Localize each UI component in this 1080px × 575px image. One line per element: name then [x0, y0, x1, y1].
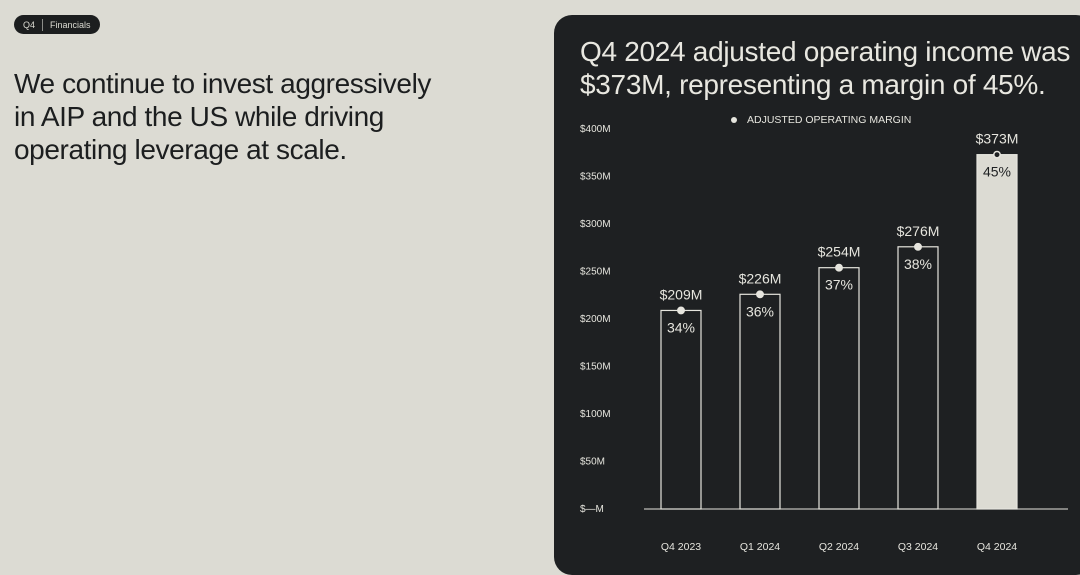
bar-chart: $—M $50M $100M $150M $200M $250M $300M $350M $40…: [580, 124, 1068, 553]
y-tick-label: $50M: [580, 457, 605, 468]
bar-value-label: $276M: [897, 223, 940, 239]
section-badge: Q4 Financials: [14, 15, 100, 34]
badge-section: Financials: [50, 19, 91, 30]
badge-quarter: Q4: [23, 19, 36, 30]
bar-value-label: $209M: [660, 286, 703, 302]
margin-label: 37%: [825, 277, 853, 293]
y-tick-label: $—M: [580, 504, 604, 515]
bar-value-label: $254M: [818, 244, 861, 260]
y-tick-label: $400M: [580, 124, 611, 135]
margin-marker: [677, 306, 685, 315]
chart-legend: ADJUSTED OPERATING MARGIN: [731, 114, 911, 126]
margin-label: 45%: [983, 164, 1011, 180]
margin-marker: [835, 263, 843, 272]
legend-marker: [731, 117, 737, 123]
badge-divider: [42, 18, 44, 31]
bar: [976, 154, 1018, 510]
y-tick-label: $350M: [580, 172, 611, 183]
x-tick-label: Q3 2024: [898, 541, 938, 553]
headline: We continue to invest aggressively in AI…: [14, 68, 431, 165]
bar-value-label: $226M: [739, 270, 782, 286]
bar: [897, 246, 939, 510]
y-tick-label: $100M: [580, 409, 611, 420]
legend-label: ADJUSTED OPERATING MARGIN: [747, 114, 912, 126]
x-tick-label: Q2 2024: [819, 541, 859, 553]
margin-label: 36%: [746, 303, 774, 319]
y-tick-label: $200M: [580, 314, 611, 325]
bar: [818, 267, 860, 510]
margin-label: 38%: [904, 256, 932, 272]
bar: [660, 309, 702, 510]
chart-title: Q4 2024 adjusted operating income was $3…: [580, 36, 1071, 100]
x-tick-label: Q1 2024: [740, 541, 780, 553]
margin-marker: [993, 150, 1001, 159]
margin-marker: [914, 242, 922, 251]
bar: [739, 293, 781, 510]
y-tick-label: $250M: [580, 267, 611, 278]
y-tick-label: $300M: [580, 219, 611, 230]
margin-label: 34%: [667, 319, 695, 335]
x-tick-label: Q4 2023: [661, 541, 701, 553]
x-tick-label: Q4 2024: [977, 541, 1017, 553]
bar-value-label: $373M: [976, 131, 1019, 147]
margin-marker: [756, 290, 764, 299]
chart-panel: Q4 2024 adjusted operating income was $3…: [554, 15, 1080, 575]
y-tick-label: $150M: [580, 362, 611, 373]
